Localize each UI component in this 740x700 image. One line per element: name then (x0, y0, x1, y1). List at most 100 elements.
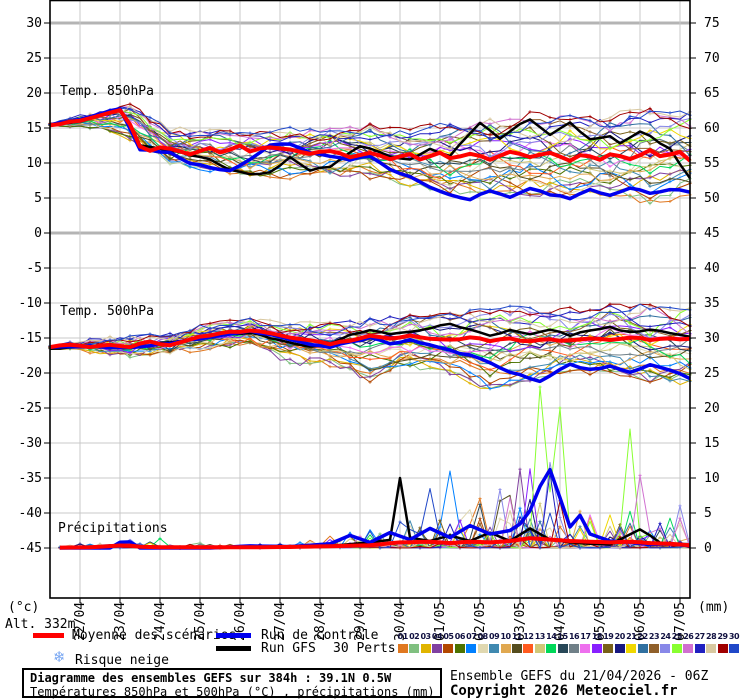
y-left-tick-label: 0 (34, 226, 42, 241)
pert-legend-item: 01 (397, 631, 408, 653)
panel-label-t500: Temp. 500hPa (60, 304, 154, 319)
pert-number: 23 (648, 632, 660, 641)
legend-mean-line-sample (33, 633, 64, 638)
y-left-tick-label: -5 (26, 261, 42, 276)
pert-color-swatch (706, 644, 717, 653)
y-right-tick-label: 40 (704, 261, 720, 276)
y-left-tick-label: 25 (26, 51, 42, 66)
mean-precip-line (59, 536, 691, 550)
y-right-tick-label: 15 (704, 436, 720, 451)
pert-legend-item: 17 (580, 631, 591, 653)
pert-legend-item: 24 (660, 631, 671, 653)
axis-ticks (44, 22, 696, 603)
pert-color-swatch (477, 644, 488, 653)
mean-line (49, 108, 692, 163)
pert-number: 09 (489, 632, 500, 641)
run-info: Ensemble GEFS du 21/04/2026 - 06Z (450, 669, 709, 684)
pert-number: 28 (706, 632, 717, 641)
x-axis-date-labels: 22/04 23/04 24/04 25/04 26/04 27/04 28/04 29/04… (73, 602, 688, 641)
pert-color-swatch (580, 644, 591, 653)
pert-color-swatch (626, 644, 637, 653)
pert-legend-item: 18 (591, 631, 602, 653)
legend-gfs-line-sample (216, 646, 251, 651)
pert-color-swatch (694, 644, 705, 653)
x-date-label: 02/05 (473, 602, 488, 641)
pert-number: 18 (591, 632, 603, 641)
pert-legend-item: 21 (625, 631, 637, 653)
pert-number: 24 (660, 632, 671, 641)
pert-number: 14 (546, 632, 557, 641)
pert-color-swatch (431, 644, 442, 653)
pert-number: 05 (443, 632, 454, 641)
y-left-tick-label: -35 (19, 471, 42, 486)
member-precip-markers (58, 467, 682, 550)
y-left-tick-label: 20 (26, 86, 42, 101)
plot-frame (49, 0, 691, 599)
pert-color-swatch (466, 644, 477, 653)
x-date-label: 22/04 (73, 602, 88, 641)
pert-legend-item: 15 (557, 631, 568, 653)
panel-label-t850: Temp. 850hPa (60, 84, 154, 99)
pert-number: 03 (420, 632, 431, 641)
pert-color-swatch (534, 644, 545, 653)
pert-legend-item: 16 (568, 631, 580, 653)
pert-legend-item: 03 (420, 631, 431, 653)
y-left-tick-label: -45 (19, 541, 42, 556)
pert-number: 02 (409, 632, 420, 641)
pert-color-swatch (660, 644, 671, 653)
y-right-tick-label: 30 (704, 331, 720, 346)
pert-number: 08 (477, 632, 489, 641)
pert-color-swatch (717, 644, 728, 653)
control-line (49, 107, 691, 202)
x-date-label: 04/05 (553, 602, 568, 641)
pert-color-swatch (523, 644, 534, 653)
panel-labels: Temp. 850hPa Temp. 500hPa Précipitations (58, 84, 168, 536)
y-left-tick-label: -30 (19, 436, 42, 451)
pert-color-swatch (557, 644, 568, 653)
y-left-tick-label: 30 (26, 16, 42, 31)
pert-legend-item: 09 (488, 631, 500, 653)
pert-legend-item: 26 (683, 631, 694, 653)
pert-legend-item: 06 (454, 631, 465, 653)
legend-perts-label: 30 Perts. (333, 641, 404, 656)
x-date-label: 28/04 (313, 602, 328, 641)
y-right-tick-label: 20 (704, 401, 720, 416)
y-right-tick-label: 75 (704, 16, 720, 31)
pert-color-swatch (569, 644, 580, 653)
pert-legend-item: 29 (717, 631, 728, 653)
pert-legend-item: 14 (545, 631, 557, 653)
x-date-label: 26/04 (233, 602, 248, 641)
pert-number: 01 (397, 632, 409, 641)
pert-color-swatch (591, 644, 602, 653)
pert-legend-item: 27 (694, 631, 705, 653)
pert-legend-item: 20 (614, 631, 625, 653)
y-left-tick-label: 10 (26, 156, 42, 171)
y-right-tick-label: 45 (704, 226, 720, 241)
plot-border (49, 0, 691, 599)
pert-color-swatch (420, 644, 431, 653)
pert-number: 06 (454, 632, 466, 641)
pert-number: 26 (683, 632, 694, 641)
ensemble-series (48, 102, 692, 550)
pert-color-swatch (648, 644, 659, 653)
pert-legend-item: 22 (637, 631, 648, 653)
snow-risk-label: Risque neige (75, 653, 169, 668)
x-date-label: 01/05 (433, 602, 448, 641)
pert-legend-item: 10 (500, 631, 511, 653)
y-right-tick-label: 35 (704, 296, 720, 311)
pert-color-swatch (728, 644, 739, 653)
snowflake-icon: ❄ (53, 648, 66, 666)
legend-control-label: Run de contrôle (261, 628, 379, 643)
pert-number: 21 (626, 632, 637, 641)
pert-number: 29 (717, 632, 728, 641)
pert-legend-item: 04 (431, 631, 443, 653)
altitude-label: Alt. 332m (5, 617, 76, 632)
y-right-tick-label: 25 (704, 366, 720, 381)
x-date-label: 06/05 (633, 602, 648, 641)
x-date-label: 25/04 (193, 602, 208, 641)
pert-color-swatch (454, 644, 465, 653)
pert-number: 27 (694, 632, 706, 641)
pert-legend-item: 25 (671, 631, 682, 653)
y-left-tick-label: 5 (34, 191, 42, 206)
